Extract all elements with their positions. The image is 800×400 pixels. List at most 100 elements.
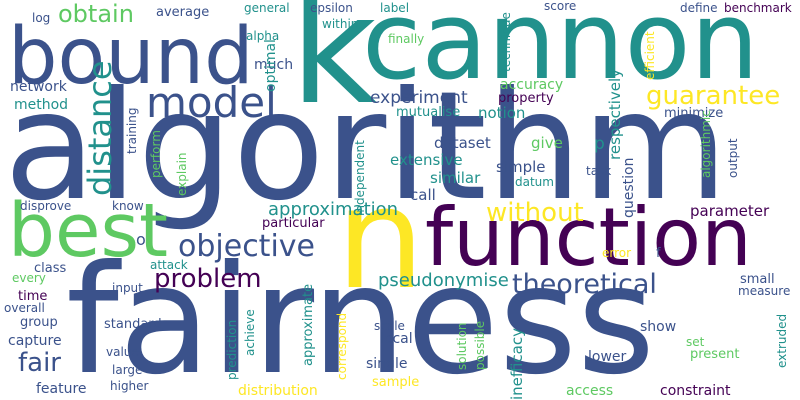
- word-pseudonymise: pseudonymise: [378, 270, 509, 291]
- word-fairness: fairness: [66, 234, 656, 400]
- word-particular: particular: [262, 216, 325, 231]
- word-show: show: [640, 319, 677, 335]
- word-error: error: [602, 246, 632, 260]
- word-log: log: [32, 11, 51, 25]
- word-function: function: [425, 191, 752, 284]
- word-call: call: [410, 186, 436, 204]
- word-parameter: parameter: [690, 202, 770, 220]
- word-extruded: extruded: [775, 313, 789, 368]
- word-k: k: [290, 0, 377, 138]
- word-benchmark: benchmark: [724, 1, 792, 15]
- word-capture: capture: [8, 333, 62, 349]
- word-dataset: dataset: [434, 134, 491, 152]
- word-objective: objective: [178, 229, 315, 264]
- word-distance: distance: [81, 60, 119, 196]
- word-approximation: approximation: [268, 199, 399, 220]
- word-algorithmic: algorithmic: [699, 110, 713, 178]
- word-large: large: [112, 363, 143, 377]
- word-similar: similar: [430, 169, 481, 187]
- word-input: input: [112, 281, 143, 295]
- word-score: score: [544, 0, 577, 13]
- word-training: training: [125, 107, 139, 155]
- word-group: group: [20, 315, 58, 330]
- word-present: present: [690, 347, 740, 362]
- word-simple: simple: [496, 158, 546, 176]
- word-best: best: [8, 188, 169, 274]
- word-datum: datum: [515, 175, 554, 189]
- word-general: general: [244, 1, 290, 15]
- word-p: p: [594, 134, 605, 154]
- word-accuracy: accuracy: [500, 77, 564, 93]
- word-network: network: [10, 79, 67, 95]
- word-perform: perform: [149, 130, 163, 178]
- word-notion: notion: [478, 104, 526, 122]
- word-disprove: disprove: [20, 199, 72, 213]
- word-prediction: prediction: [225, 319, 239, 380]
- word-efficient: efficient: [643, 31, 657, 80]
- word-without: without: [486, 198, 584, 228]
- word-fair: fair: [18, 348, 61, 378]
- word-time: time: [18, 289, 48, 304]
- word-explain: explain: [175, 152, 189, 196]
- word-finally: finally: [388, 32, 425, 46]
- word-possible: possible: [473, 320, 487, 370]
- word-feature: feature: [36, 381, 87, 397]
- word-average: average: [156, 5, 210, 20]
- word-set: set: [686, 335, 705, 349]
- word-much: much: [254, 57, 294, 73]
- word-constraint: constraint: [660, 383, 731, 399]
- word-o: o: [136, 230, 146, 249]
- word-cannon: cannon: [362, 0, 759, 104]
- word-output: output: [726, 138, 740, 178]
- word-n: n: [336, 158, 425, 321]
- word-within: within: [322, 17, 359, 31]
- word-f: f: [656, 246, 661, 261]
- word-respectively: respectively: [606, 68, 624, 160]
- word-optimal: optimal: [263, 39, 279, 92]
- word-value: value: [106, 345, 139, 359]
- word-higher: higher: [110, 379, 149, 393]
- word-overall: overall: [4, 301, 45, 315]
- word-attack: attack: [150, 258, 188, 272]
- word-approximate: approximate: [301, 283, 316, 366]
- word-technique: technique: [499, 12, 513, 72]
- word-extensive: extensive: [390, 151, 463, 169]
- word-sample: sample: [372, 375, 420, 390]
- word-problem: problem: [154, 264, 262, 294]
- word-correspond: correspond: [335, 312, 349, 380]
- word-alpha: alpha: [246, 29, 280, 43]
- word-theoretical: theoretical: [512, 269, 657, 300]
- word-algorithm: algorithm: [4, 60, 728, 234]
- word-model: model: [146, 78, 277, 127]
- word-achieve: achieve: [243, 309, 257, 356]
- word-bound: bound: [8, 12, 254, 102]
- word-scale: scale: [374, 319, 405, 333]
- word-independent: independent: [353, 140, 367, 216]
- word-define: define: [680, 1, 718, 15]
- word-standard: standard: [104, 317, 162, 332]
- word-guarantee: guarantee: [646, 81, 781, 111]
- word-property: property: [498, 91, 554, 106]
- word-small: small: [740, 272, 775, 287]
- word-local: local: [380, 331, 413, 347]
- word-access: access: [566, 383, 614, 399]
- word-class: class: [34, 261, 67, 276]
- word-know: know: [112, 199, 144, 213]
- word-minimize: minimize: [664, 106, 724, 121]
- word-epsilon: epsilon: [310, 1, 353, 15]
- word-question: question: [621, 157, 637, 218]
- word-method: method: [14, 97, 69, 113]
- word-label: label: [380, 1, 410, 15]
- word-solution: solution: [455, 322, 469, 370]
- word-single: single: [366, 356, 408, 372]
- word-measure: measure: [738, 284, 791, 298]
- word-mutualise: mutualise: [396, 105, 461, 120]
- word-distribution: distribution: [238, 383, 318, 399]
- word-experiment: experiment: [370, 88, 468, 108]
- word-give: give: [531, 134, 563, 152]
- word-inefficacy: inefficacy: [508, 328, 526, 400]
- word-lower: lower: [588, 349, 627, 365]
- word-obtain: obtain: [58, 0, 134, 28]
- word-every: every: [12, 271, 46, 285]
